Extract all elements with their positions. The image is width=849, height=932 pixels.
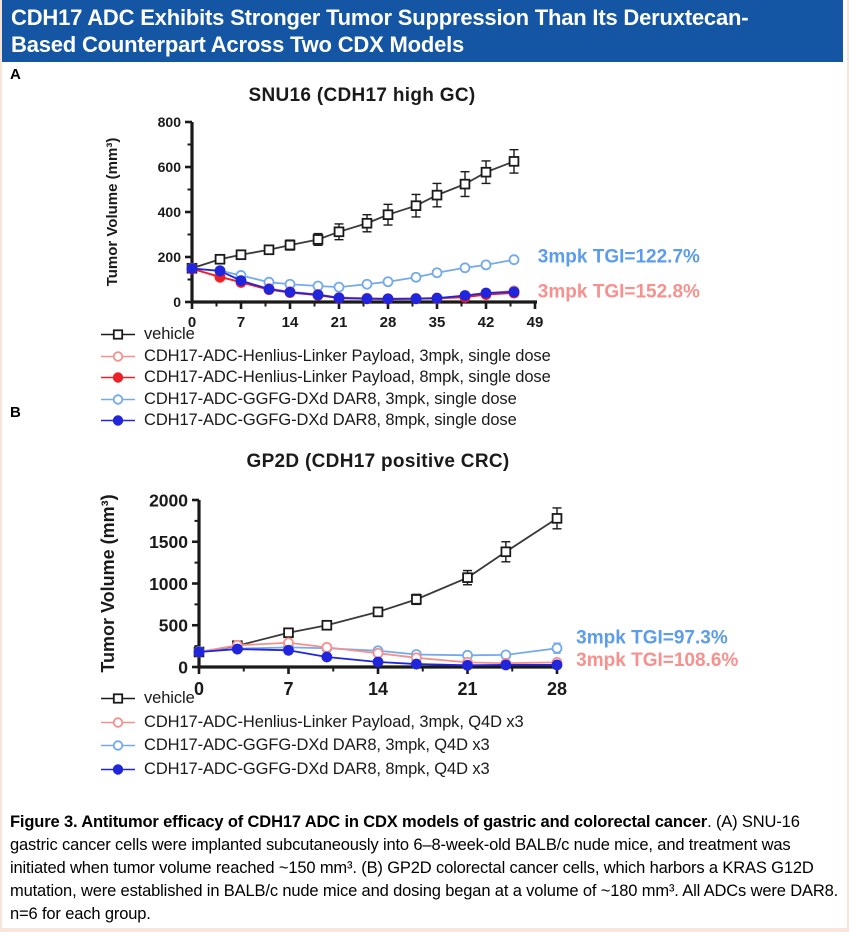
legend-item: vehicle [99,324,551,346]
axes: 0 500 1000 1500 2000 0 7 14 21 28 Tumor Volume (mm… [98,490,567,699]
axes: 0 200 400 600 800 0 7 14 21 28 35 42 49 Tumor Volume … [104,114,543,331]
chart-a-legend: vehicle CDH17-ADC-Henlius-Linker Payload,… [99,324,551,432]
legend-item-label: CDH17-ADC-GGFG-DXd DAR8, 8mpk, single do… [144,411,517,430]
circle-open-marker-icon [101,740,135,751]
svg-text:600: 600 [158,159,182,175]
panel-b-label: B [10,404,21,421]
title-line-2: Based Counterpart Across Two CDX Models [11,32,465,57]
svg-text:7: 7 [283,679,293,699]
legend-item-label: CDH17-ADC-Henlius-Linker Payload, 8mpk, … [144,368,551,387]
series-cdh17-adc-ggfg-dxd-dar8-8mpk [193,643,563,671]
legend-item: CDH17-ADC-Henlius-Linker Payload, 8mpk, … [99,367,551,389]
bottom-accent-strip [2,928,847,932]
legend-item-label: CDH17-ADC-GGFG-DXd DAR8, 3mpk, single do… [144,389,517,408]
chart-a-plot: 0 200 400 600 800 0 7 14 21 28 35 42 49 Tumor Volume … [104,114,700,331]
chart-b-plot: 0 500 1000 1500 2000 0 7 14 21 28 Tumor Volume (mm… [98,490,738,699]
legend-item-label: vehicle [144,689,195,708]
tgi-annotation: 3mpk TGI=97.3% [576,627,728,648]
series-cdh17-adc-ggfg-dxd-dar8-3mpk [186,254,520,293]
svg-text:42: 42 [478,314,495,331]
legend-item-label: vehicle [144,325,195,344]
svg-text:28: 28 [547,679,567,699]
svg-text:49: 49 [527,314,544,331]
legend-item: vehicle [99,687,524,711]
svg-text:1000: 1000 [149,574,188,594]
svg-text:0: 0 [173,294,181,310]
legend-item-label: CDH17-ADC-GGFG-DXd DAR8, 8mpk, Q4D x3 [144,759,490,778]
circle-filled-marker-icon [101,415,135,426]
svg-text:0: 0 [194,679,204,699]
chart-a-title: SNU16 (CDH17 high GC) [248,85,476,106]
tgi-annotation: 3mpk TGI=152.8% [538,281,700,302]
svg-text:400: 400 [158,204,182,220]
figure-title-banner: CDH17 ADC Exhibits Stronger Tumor Suppre… [2,0,843,62]
svg-text:200: 200 [158,249,182,265]
circle-open-marker-icon [101,717,135,728]
chart-b-legend: vehicle CDH17-ADC-Henlius-Linker Payload,… [99,687,524,781]
svg-text:0: 0 [188,314,196,331]
svg-text:7: 7 [237,314,245,331]
circle-open-marker-icon [101,394,135,405]
square-open-marker-icon [101,329,135,340]
circle-filled-marker-icon [101,764,135,775]
svg-text:28: 28 [380,314,397,331]
tgi-annotation: 3mpk TGI=108.6% [576,650,738,671]
series-cdh17-adc-ggfg-dxd-dar8-8mpk [186,263,520,305]
legend-item: CDH17-ADC-GGFG-DXd DAR8, 3mpk, single do… [99,389,551,411]
y-axis-label: Tumor Volume (mm³) [98,494,118,672]
svg-text:500: 500 [159,616,188,636]
legend-item: CDH17-ADC-Henlius-Linker Payload, 3mpk, … [99,711,524,735]
chart-b-title: GP2D (CDH17 positive CRC) [246,451,510,472]
tgi-annotation: 3mpk TGI=122.7% [538,247,700,268]
title-line-1: CDH17 ADC Exhibits Stronger Tumor Suppre… [11,5,749,30]
circle-open-marker-icon [101,351,135,362]
svg-text:800: 800 [158,114,182,130]
svg-text:1500: 1500 [149,532,188,552]
tgi-annotations: 3mpk TGI=97.3%3mpk TGI=108.6% [576,627,738,671]
legend-item-label: CDH17-ADC-Henlius-Linker Payload, 3mpk, … [144,712,524,731]
legend-item: CDH17-ADC-GGFG-DXd DAR8, 8mpk, Q4D x3 [99,758,524,782]
svg-text:14: 14 [282,314,299,331]
circle-filled-marker-icon [101,372,135,383]
legend-item: CDH17-ADC-Henlius-Linker Payload, 3mpk, … [99,346,551,368]
series-vehicle [186,148,520,274]
legend-item-label: CDH17-ADC-Henlius-Linker Payload, 3mpk, … [144,346,551,365]
svg-text:21: 21 [331,314,348,331]
series-vehicle [193,507,563,658]
square-open-marker-icon [101,693,135,704]
panel-a-label: A [10,66,21,83]
svg-text:14: 14 [368,679,388,699]
caption-bold-text: Figure 3. Antitumor efficacy of CDH17 AD… [10,813,708,831]
svg-text:2000: 2000 [149,490,188,510]
legend-item: CDH17-ADC-GGFG-DXd DAR8, 8mpk, single do… [99,410,551,432]
legend-item: CDH17-ADC-GGFG-DXd DAR8, 3mpk, Q4D x3 [99,734,524,758]
svg-text:21: 21 [457,679,477,699]
tgi-annotations: 3mpk TGI=122.7% 3mpk TGI=152.8% [538,247,700,303]
caption-body-text: (A) SNU-16 gastric cancer cells were imp… [10,813,839,923]
legend-item-label: CDH17-ADC-GGFG-DXd DAR8, 3mpk, Q4D x3 [144,736,490,755]
svg-text:35: 35 [429,314,446,331]
y-axis-label: Tumor Volume (mm³) [104,138,121,287]
caption-bold-period: . [707,813,712,831]
figure-caption: Figure 3. Antitumor efficacy of CDH17 AD… [10,811,843,926]
svg-text:0: 0 [178,657,188,677]
